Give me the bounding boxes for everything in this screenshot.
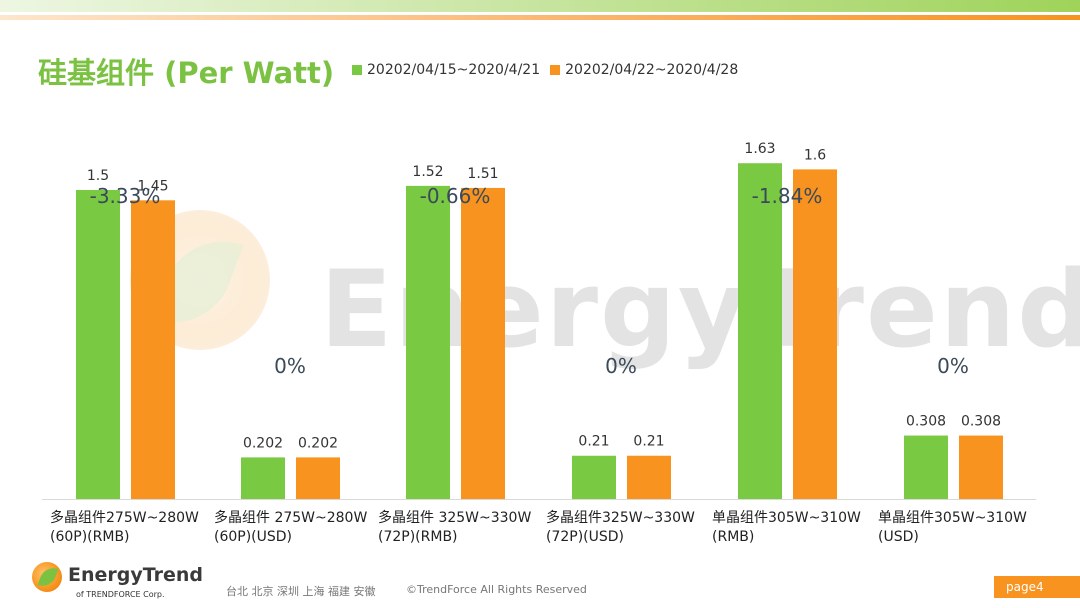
bar-series-2-cat-1 bbox=[131, 200, 175, 500]
logo-subtitle: of TRENDFORCE Corp. bbox=[76, 590, 165, 599]
category-label-2: 多晶组件 275W~280W (60P)(USD) bbox=[214, 510, 368, 545]
bar-series-2-cat-4 bbox=[627, 455, 671, 499]
change-label-cat-2: 0% bbox=[274, 354, 306, 378]
bar-series-1-cat-3 bbox=[406, 185, 450, 499]
data-label-series-1-cat-1: 1.5 bbox=[87, 168, 109, 184]
footer-copyright: ©TrendForce All Rights Reserved bbox=[406, 583, 587, 596]
data-label-series-2-cat-3: 1.51 bbox=[467, 166, 498, 182]
legend-swatch-series-2 bbox=[550, 65, 561, 75]
bar-series-1-cat-2 bbox=[241, 457, 285, 499]
data-label-series-1-cat-3: 1.52 bbox=[412, 164, 443, 180]
category-label-5: 单晶组件305W~310W (RMB) bbox=[712, 510, 861, 545]
legend-item-series-1: 20202/04/15~2020/4/21 bbox=[352, 62, 540, 78]
footer-cities: 台北 北京 深圳 上海 福建 安徽 bbox=[226, 585, 376, 598]
bar-series-2-cat-2 bbox=[296, 457, 340, 499]
category-label-4: 多晶组件325W~330W (72P)(USD) bbox=[546, 510, 695, 545]
bar-series-1-cat-1 bbox=[76, 190, 120, 499]
header-green-band bbox=[0, 0, 1080, 12]
legend: 20202/04/15~2020/4/21 20202/04/22~2020/4… bbox=[352, 62, 748, 78]
change-label-cat-3: -0.66% bbox=[420, 184, 491, 208]
bar-series-1-cat-6 bbox=[904, 435, 948, 499]
change-label-cat-6: 0% bbox=[937, 354, 969, 378]
data-label-series-1-cat-2: 0.202 bbox=[243, 435, 283, 451]
data-label-series-2-cat-6: 0.308 bbox=[961, 414, 1001, 430]
change-label-cat-1: -3.33% bbox=[90, 184, 161, 208]
data-label-series-2-cat-4: 0.21 bbox=[633, 434, 664, 450]
data-label-series-2-cat-1: 1.45 bbox=[137, 178, 168, 194]
change-label-cat-4: 0% bbox=[605, 354, 637, 378]
data-label-series-2-cat-5: 1.6 bbox=[804, 147, 826, 163]
logo-text: EnergyTrend bbox=[68, 564, 204, 586]
category-label-1: 多晶组件275W~280W (60P)(RMB) bbox=[50, 510, 199, 545]
legend-label-series-1: 20202/04/15~2020/4/21 bbox=[367, 62, 541, 78]
bar-series-2-cat-6 bbox=[959, 435, 1003, 499]
bar-series-2-cat-3 bbox=[461, 187, 505, 499]
data-label-series-1-cat-4: 0.21 bbox=[578, 434, 609, 450]
chart-title: 硅基组件 (Per Watt) bbox=[38, 56, 335, 90]
category-label-3: 多晶组件 325W~330W (72P)(RMB) bbox=[378, 510, 532, 545]
bar-series-1-cat-4 bbox=[572, 455, 616, 499]
legend-item-series-2: 20202/04/22~2020/4/28 bbox=[550, 62, 738, 78]
data-label-series-2-cat-2: 0.202 bbox=[298, 435, 338, 451]
bar-series-1-cat-5 bbox=[738, 163, 782, 499]
data-label-series-1-cat-5: 1.63 bbox=[744, 141, 775, 157]
change-label-cat-5: -1.84% bbox=[752, 184, 823, 208]
bar-series-2-cat-5 bbox=[793, 169, 837, 499]
header-orange-band bbox=[0, 15, 1080, 20]
footer-logo: EnergyTrend of TRENDFORCE Corp. bbox=[32, 562, 203, 604]
legend-label-series-2: 20202/04/22~2020/4/28 bbox=[565, 62, 739, 78]
data-label-series-1-cat-6: 0.308 bbox=[906, 414, 946, 430]
legend-swatch-series-1 bbox=[352, 65, 362, 75]
page-number-badge: page4 bbox=[994, 576, 1080, 598]
category-label-6: 单晶组件305W~310W (USD) bbox=[878, 510, 1027, 545]
